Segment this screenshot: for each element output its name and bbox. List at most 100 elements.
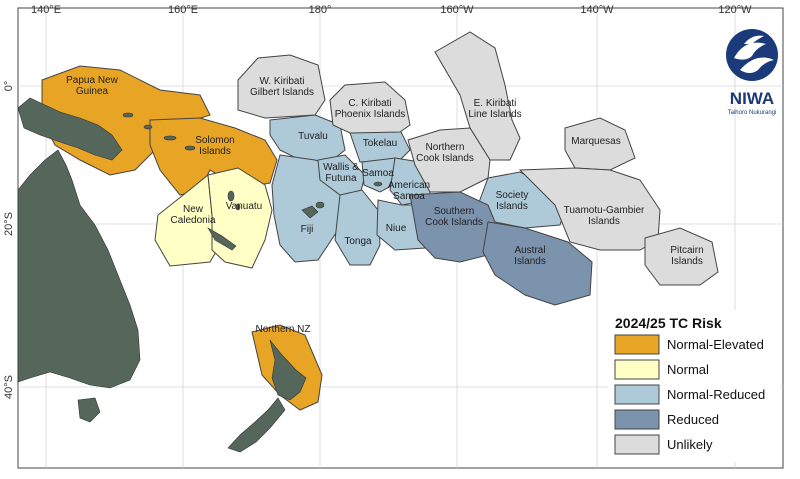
new-caledonia-land	[207, 227, 237, 251]
legend-swatch-normal	[614, 359, 660, 380]
lon-label-140w: 140°W	[580, 4, 614, 16]
label-line: Line Islands	[468, 109, 521, 120]
label-vanuatu: Vanuatu	[226, 201, 263, 212]
zone-austral-islands	[482, 221, 593, 306]
legend-swatch-reduced	[614, 409, 660, 430]
label-line: Futuna	[325, 173, 357, 184]
label-niue: Niue	[386, 223, 407, 234]
label-line: Southern	[434, 206, 475, 217]
label-line: Islands	[199, 146, 231, 157]
lon-label-160e: 160°E	[168, 4, 198, 16]
bougainville-land	[143, 124, 153, 130]
tasmania-land	[77, 397, 101, 423]
longitude-labels: 140°E 160°E 180° 160°W 140°W 120°W	[31, 4, 752, 16]
label-tuvalu: Tuvalu	[298, 131, 328, 142]
label-pitcairn-islands: Pitcairn Islands	[670, 245, 703, 267]
label-line: Islands	[588, 216, 620, 227]
niwa-tagline: Taihoro Nukurangi	[728, 110, 777, 116]
label-line: Islands	[514, 256, 546, 267]
legend: 2024/25 TC Risk Normal-ElevatedNormalNor…	[608, 310, 780, 462]
label-society-islands: Society Islands	[496, 190, 529, 212]
niwa-swirl-stroke-1	[734, 42, 766, 60]
zone-w-kiribati	[237, 54, 326, 119]
legend-label-normal-reduced: Normal-Reduced	[667, 387, 765, 402]
zone-e-kiribati	[434, 31, 521, 161]
legend-label-normal-elevated: Normal-Elevated	[667, 337, 764, 352]
label-samoa: Samoa	[362, 168, 394, 179]
label-line: Vanuatu	[226, 201, 263, 212]
label-line: Tokelau	[363, 138, 397, 149]
fiji-land	[301, 205, 319, 219]
zone-marquesas	[564, 117, 636, 171]
label-line: Papua New	[66, 75, 118, 86]
label-line: Wallis &	[323, 162, 359, 173]
label-tokelau: Tokelau	[363, 138, 397, 149]
label-solomon-islands: Solomon Islands	[195, 135, 234, 157]
samoa-land	[373, 181, 383, 187]
label-line: Tuvalu	[298, 131, 328, 142]
zone-pitcairn-islands	[644, 227, 719, 286]
lat-label-40s: 40°S	[3, 375, 15, 399]
label-c-kiribati: C. Kiribati Phoenix Islands	[335, 98, 406, 120]
landmasses	[17, 97, 383, 453]
nz-south-island-land	[227, 397, 286, 453]
label-line: Northern	[426, 142, 465, 153]
niwa-swirl-stroke-2	[740, 57, 774, 73]
niwa-swirl-stroke-3	[744, 35, 764, 44]
lon-label-160w: 160°W	[440, 4, 474, 16]
australia-land	[17, 149, 141, 389]
label-american-samoa: American Samoa	[388, 180, 430, 202]
new-guinea-land	[17, 97, 123, 161]
label-line: Society	[496, 190, 529, 201]
label-line: Austral	[514, 245, 545, 256]
label-northern-nz: Northern NZ	[255, 324, 310, 335]
legend-swatch-unlikely	[614, 434, 660, 455]
zone-c-kiribati	[329, 81, 411, 134]
label-line: American	[388, 180, 430, 191]
label-line: Northern NZ	[255, 324, 310, 335]
label-line: Islands	[671, 256, 703, 267]
niwa-wordmark: NIWA	[730, 89, 774, 108]
label-line: C. Kiribati	[348, 98, 391, 109]
label-line: Phoenix Islands	[335, 109, 406, 120]
label-austral-islands: Austral Islands	[514, 245, 546, 267]
niwa-logo: NIWA Taihoro Nukurangi	[726, 29, 778, 116]
label-papua-new-guinea: Papua New Guinea	[66, 75, 118, 97]
label-line: Samoa	[393, 191, 425, 202]
label-line: Caledonia	[170, 215, 215, 226]
label-fiji: Fiji	[301, 224, 314, 235]
legend-items: Normal-Elevated Normal Normal-Reduced Reduc…	[614, 334, 765, 455]
label-line: Cook Islands	[416, 153, 474, 164]
label-line: Guinea	[76, 86, 109, 97]
lon-label-180: 180°	[309, 4, 332, 16]
vanuatu-land	[227, 190, 235, 202]
label-northern-cook-islands: Northern Cook Islands	[416, 142, 474, 164]
label-line: Solomon	[195, 135, 234, 146]
legend-title: 2024/25 TC Risk	[615, 315, 722, 331]
label-line: Fiji	[301, 224, 314, 235]
label-line: W. Kiribati	[259, 76, 304, 87]
new-britain-land	[122, 112, 134, 118]
label-wallis-futuna: Wallis & Futuna	[323, 162, 359, 184]
legend-swatch-normal-reduced	[614, 384, 660, 405]
zone-northern-cook-islands	[407, 127, 491, 193]
label-marquesas: Marquesas	[571, 136, 620, 147]
vanuatu-island-2	[235, 203, 241, 211]
solomon-land-1	[163, 135, 177, 141]
legend-label-reduced: Reduced	[667, 412, 719, 427]
label-e-kiribati: E. Kiribati Line Islands	[468, 98, 521, 120]
lat-label-0: 0°	[3, 81, 15, 92]
nz-north-island-land	[269, 339, 307, 401]
label-line: New	[183, 204, 204, 215]
label-new-caledonia: New Caledonia	[170, 204, 215, 226]
label-southern-cook-islands: Southern Cook Islands	[425, 206, 483, 228]
label-w-kiribati: W. Kiribati Gilbert Islands	[250, 76, 314, 98]
fiji-island-2	[315, 201, 325, 209]
label-line: Niue	[386, 223, 407, 234]
solomon-land-2	[184, 145, 196, 151]
lon-label-120w: 120°W	[718, 4, 752, 16]
label-tonga: Tonga	[344, 236, 372, 247]
legend-label-normal: Normal	[667, 362, 709, 377]
